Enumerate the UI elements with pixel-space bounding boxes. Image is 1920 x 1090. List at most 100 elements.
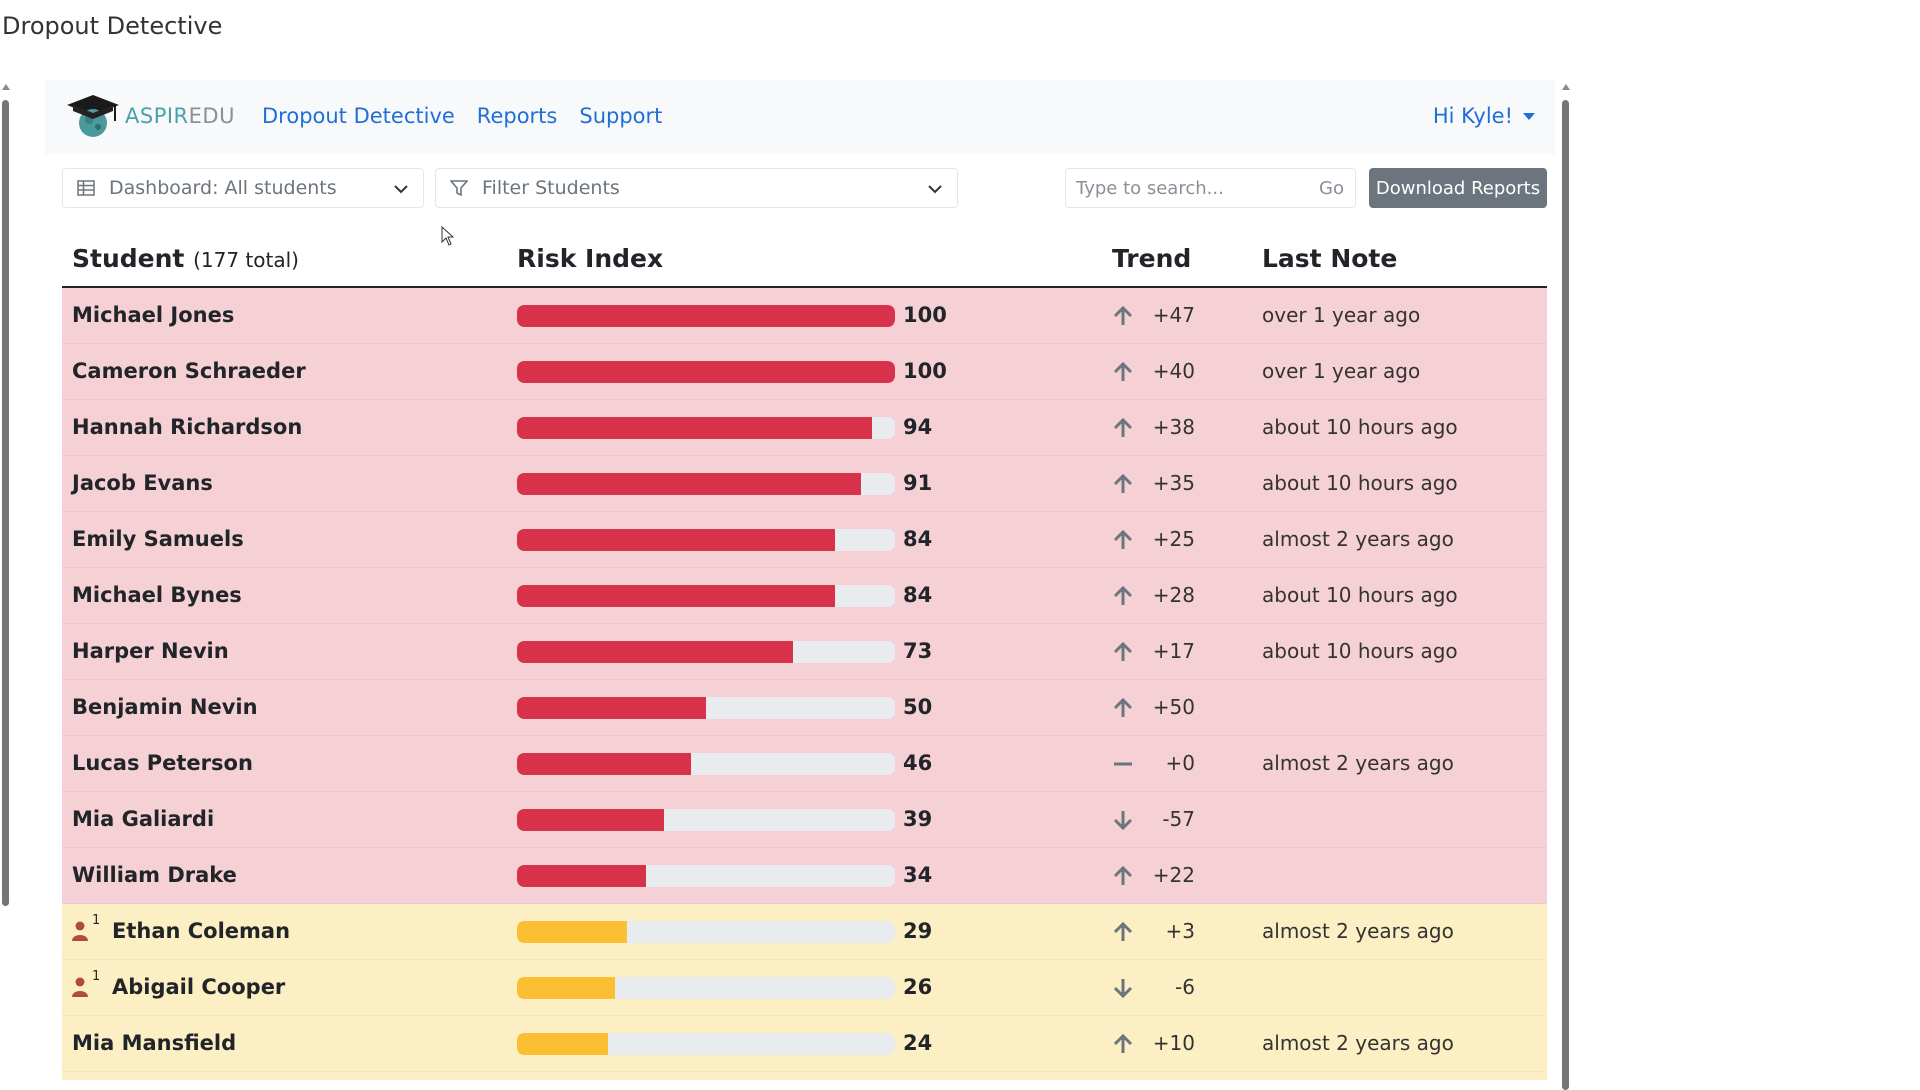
student-name-text[interactable]: Abigail Cooper xyxy=(112,975,286,999)
nav-link-support[interactable]: Support xyxy=(579,104,663,128)
arrow-up-icon xyxy=(1112,529,1134,551)
table-row[interactable]: Lucas Peterson 46 +0 almost 2 years ago xyxy=(62,736,1547,792)
table-row[interactable]: Mia Galiardi 39 -57 xyxy=(62,792,1547,848)
table-row[interactable]: Cameron Schraeder 100 +40 over 1 year ago xyxy=(62,344,1547,400)
student-name-text[interactable]: Mia Mansfield xyxy=(72,1031,237,1055)
last-note: almost 2 years ago xyxy=(1262,919,1454,943)
filter-students-select[interactable]: Filter Students xyxy=(435,168,958,208)
student-name[interactable]: Mia Mansfield xyxy=(72,1031,236,1055)
risk-bar xyxy=(517,809,895,831)
caret-down-icon xyxy=(1523,112,1535,120)
student-name[interactable]: Lucas Peterson xyxy=(72,751,253,775)
inner-scrollbar[interactable] xyxy=(1562,84,1570,1090)
last-note: about 10 hours ago xyxy=(1262,639,1458,663)
student-name[interactable]: Jacob Evans xyxy=(72,471,213,495)
table-row[interactable]: Hannah Richardson 94 +38 about 10 hours ago xyxy=(62,400,1547,456)
scroll-up-arrow-icon[interactable] xyxy=(2,84,10,90)
last-note: about 10 hours ago xyxy=(1262,471,1458,495)
table-row[interactable]: Mia Mansfield 24 +10 almost 2 years ago xyxy=(62,1016,1547,1072)
trend-value: -57 xyxy=(1162,807,1195,831)
student-name[interactable]: Mia Galiardi xyxy=(72,807,214,831)
student-name-text[interactable]: Michael Jones xyxy=(72,303,235,327)
search-input[interactable] xyxy=(1065,168,1309,208)
risk-value: 100 xyxy=(903,359,947,383)
risk-value: 29 xyxy=(903,919,933,943)
trend-value: +10 xyxy=(1152,1031,1195,1055)
table-row[interactable]: Michael Bynes 84 +28 about 10 hours ago xyxy=(62,568,1547,624)
student-name-text[interactable]: Michael Bynes xyxy=(72,583,242,607)
column-header-student[interactable]: Student (177 total) xyxy=(72,244,299,273)
dashboard-select[interactable]: Dashboard: All students xyxy=(62,168,424,208)
arrow-up-icon xyxy=(1112,585,1134,607)
student-name-text[interactable]: Emily Samuels xyxy=(72,527,244,551)
risk-bar xyxy=(517,865,895,887)
scrollbar-thumb[interactable] xyxy=(2,100,9,906)
student-name[interactable]: William Drake xyxy=(72,863,237,887)
student-name-text[interactable]: Lucas Peterson xyxy=(72,751,253,775)
risk-bar-fill xyxy=(517,361,895,383)
risk-bar xyxy=(517,305,895,327)
last-note: over 1 year ago xyxy=(1262,303,1421,327)
student-name[interactable]: Harper Nevin xyxy=(72,639,229,663)
table-row[interactable]: Michael Jones 100 +47 over 1 year ago xyxy=(62,288,1547,344)
navbar: ASPIREDU Dropout Detective Reports Suppo… xyxy=(45,80,1555,154)
student-name[interactable]: Cameron Schraeder xyxy=(72,359,306,383)
table-row[interactable]: 1 Ethan Coleman 29 +3 almost 2 years ago xyxy=(62,904,1547,960)
student-name-text[interactable]: Ethan Coleman xyxy=(112,919,291,943)
arrow-up-icon xyxy=(1112,921,1134,943)
risk-value: 50 xyxy=(903,695,933,719)
table-body: Michael Jones 100 +47 over 1 year ago Camero… xyxy=(62,288,1547,1080)
user-greeting: Hi Kyle! xyxy=(1432,104,1513,128)
table-row[interactable]: Harper Jackson22+6almost 2 years ago xyxy=(62,1072,1547,1080)
logo[interactable]: ASPIREDU xyxy=(65,92,235,140)
column-header-risk-index[interactable]: Risk Index xyxy=(517,244,664,273)
nav-link-dropout-detective[interactable]: Dropout Detective xyxy=(262,104,455,128)
download-reports-button[interactable]: Download Reports xyxy=(1369,168,1547,208)
student-name-text[interactable]: Cameron Schraeder xyxy=(72,359,306,383)
window-title: Dropout Detective xyxy=(2,12,223,40)
trend-value: +22 xyxy=(1152,863,1195,887)
risk-bar-fill xyxy=(517,697,706,719)
table-row[interactable]: 1 Abigail Cooper 26 -6 xyxy=(62,960,1547,1016)
student-name-text[interactable]: Mia Galiardi xyxy=(72,807,215,831)
student-name[interactable]: 1 Abigail Cooper xyxy=(72,969,286,999)
trend-value: +3 xyxy=(1165,919,1195,943)
column-header-trend[interactable]: Trend xyxy=(1112,244,1192,273)
risk-bar xyxy=(517,585,895,607)
table-row[interactable]: Emily Samuels 84 +25 almost 2 years ago xyxy=(62,512,1547,568)
graduation-cap-icon xyxy=(67,95,119,137)
scroll-up-arrow-icon[interactable] xyxy=(1562,84,1570,90)
student-name-text[interactable]: William Drake xyxy=(72,863,237,887)
student-name[interactable]: Benjamin Nevin xyxy=(72,695,258,719)
table-row[interactable]: Benjamin Nevin 50 +50 xyxy=(62,680,1547,736)
student-name-text[interactable]: Harper Nevin xyxy=(72,639,229,663)
arrow-up-icon xyxy=(1112,697,1134,719)
column-header-last-note[interactable]: Last Note xyxy=(1262,244,1398,273)
student-name[interactable]: Emily Samuels xyxy=(72,527,244,551)
student-name-text[interactable]: Hannah Richardson xyxy=(72,415,303,439)
nav-link-reports[interactable]: Reports xyxy=(476,104,558,128)
filter-select-label: Filter Students xyxy=(482,177,620,199)
mouse-cursor-icon xyxy=(441,226,455,246)
student-name[interactable]: 1 Ethan Coleman xyxy=(72,913,291,943)
badge-count: 1 xyxy=(92,913,101,928)
table-row[interactable]: William Drake 34 +22 xyxy=(62,848,1547,904)
trend-value: -6 xyxy=(1175,975,1195,999)
risk-value: 26 xyxy=(903,975,933,999)
go-button[interactable]: Go xyxy=(1308,168,1356,208)
risk-bar-fill xyxy=(517,585,835,607)
trend-value: +38 xyxy=(1152,415,1195,439)
student-name-text[interactable]: Jacob Evans xyxy=(72,471,213,495)
student-name-text[interactable]: Benjamin Nevin xyxy=(72,695,258,719)
table-row[interactable]: Harper Nevin 73 +17 about 10 hours ago xyxy=(62,624,1547,680)
app-content: ASPIREDU Dropout Detective Reports Suppo… xyxy=(45,80,1555,1080)
outer-scrollbar[interactable] xyxy=(2,84,10,906)
table-row[interactable]: Jacob Evans 91 +35 about 10 hours ago xyxy=(62,456,1547,512)
scrollbar-thumb[interactable] xyxy=(1562,100,1569,1090)
student-name[interactable]: Hannah Richardson xyxy=(72,415,302,439)
user-menu[interactable]: Hi Kyle! xyxy=(1433,104,1535,128)
risk-bar-fill xyxy=(517,753,691,775)
risk-value: 94 xyxy=(903,415,933,439)
student-name[interactable]: Michael Jones xyxy=(72,303,234,327)
student-name[interactable]: Michael Bynes xyxy=(72,583,242,607)
